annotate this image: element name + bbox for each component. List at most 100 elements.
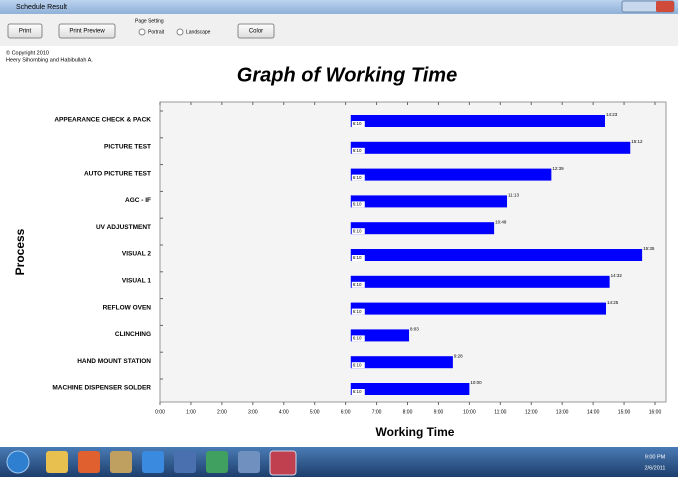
start-value-label: 6:10 (353, 255, 362, 260)
start-value-label: 6:10 (353, 282, 362, 287)
chart-title: Graph of Working Time (237, 64, 457, 86)
x-tick-label: 5:00 (310, 409, 320, 415)
taskbar-icon[interactable] (142, 451, 164, 473)
copyright-line1: © Copyright 2010 (6, 49, 49, 56)
end-value-label: 10:48 (495, 219, 507, 224)
bar (350, 275, 610, 288)
x-tick-label: 6:00 (341, 409, 351, 415)
taskbar-icon[interactable] (206, 451, 228, 473)
start-label-bg (351, 201, 365, 208)
title-bar (0, 0, 678, 14)
bar (350, 356, 453, 369)
x-tick-label: 0:00 (155, 409, 165, 415)
taskbar-icon[interactable] (78, 451, 100, 473)
taskbar-icon[interactable] (46, 451, 68, 473)
close-button[interactable] (656, 1, 674, 12)
start-label-bg (351, 255, 365, 261)
bar (350, 249, 643, 261)
print-preview-label: Print Preview (69, 29, 105, 35)
end-value-label: 10:00 (470, 380, 482, 385)
bar (350, 168, 552, 181)
color-label: Color (249, 29, 263, 35)
start-value-label: 6:10 (353, 175, 362, 180)
x-tick-label: 9:00 (434, 409, 444, 415)
start-label-bg (351, 121, 365, 127)
y-tick-label: AUTO PICTURE TEST (84, 170, 151, 177)
x-tick-label: 15:00 (618, 409, 631, 415)
x-tick-label: 10:00 (463, 409, 476, 415)
y-axis-label: Process (13, 228, 27, 275)
bar (350, 141, 631, 154)
start-button[interactable] (6, 450, 30, 474)
bar (350, 302, 607, 315)
y-tick-label: REFLOW OVEN (103, 304, 152, 311)
end-value-label: 14:32 (611, 273, 623, 278)
print-preview-button[interactable] (58, 23, 116, 39)
x-tick-label: 3:00 (248, 409, 258, 415)
x-tick-label: 11:00 (494, 409, 506, 415)
taskbar-icon[interactable] (110, 451, 132, 473)
landscape-radio[interactable] (176, 28, 184, 36)
y-tick-label: AGC - IF (125, 197, 151, 204)
landscape-label: Landscape (186, 29, 211, 35)
end-value-label: 15:12 (631, 139, 643, 144)
x-tick-label: 16:00 (649, 409, 662, 415)
window-title: Schedule Result (16, 4, 67, 11)
print-label: Print (19, 29, 32, 35)
bar (350, 383, 470, 395)
y-tick-label: VISUAL 2 (122, 251, 152, 258)
bar (350, 222, 495, 235)
start-label-bg (351, 174, 365, 181)
x-tick-label: 2:00 (217, 409, 227, 415)
start-value-label: 6:10 (353, 148, 362, 153)
y-tick-label: APPEARANCE CHECK & PACK (54, 117, 151, 124)
color-button[interactable] (237, 23, 275, 39)
start-value-label: 6:10 (353, 336, 362, 341)
x-tick-label: 12:00 (525, 409, 538, 415)
page-setting-label: Page Setting (135, 18, 164, 24)
clock-time: 9:00 PM (645, 454, 666, 460)
x-axis-label: Working Time (376, 425, 455, 439)
y-tick-label: PICTURE TEST (104, 144, 151, 151)
start-value-label: 6:10 (353, 202, 362, 207)
start-label-bg (351, 147, 365, 154)
x-tick-label: 7:00 (372, 409, 382, 415)
portrait-radio[interactable] (138, 28, 146, 36)
end-value-label: 14:25 (607, 300, 619, 305)
x-tick-label: 4:00 (279, 409, 289, 415)
y-tick-label: HAND MOUNT STATION (77, 358, 151, 365)
start-value-label: 6:10 (353, 389, 362, 394)
bar (350, 195, 508, 208)
start-label-bg (351, 389, 365, 395)
taskbar-icon-active[interactable] (269, 450, 297, 476)
end-value-label: 15:35 (643, 246, 655, 251)
y-tick-label: CLINCHING (115, 331, 151, 338)
print-button[interactable] (7, 23, 43, 39)
start-label-bg (351, 281, 365, 288)
end-value-label: 11:13 (508, 193, 519, 198)
bar (350, 115, 605, 127)
bar (350, 329, 410, 342)
clock-date: 2/6/2011 (644, 465, 665, 471)
x-tick-label: 13:00 (556, 409, 569, 415)
start-label-bg (351, 362, 365, 369)
plot: 0:00 1:00 2:00 3:00 4:00 5:00 6:00 7:00 8:00 9:00… (52, 102, 661, 415)
taskbar-icon[interactable] (174, 451, 196, 473)
portrait-label: Portrait (148, 29, 165, 35)
start-label-bg (351, 228, 365, 235)
y-tick-label: UV ADJUSTMENT (96, 224, 151, 231)
taskbar (0, 447, 678, 477)
start-value-label: 6:10 (353, 309, 362, 314)
start-value-label: 6:10 (353, 121, 362, 126)
end-value-label: 12:39 (552, 166, 564, 171)
y-tick-label: VISUAL 1 (122, 278, 152, 285)
end-value-label: 8:03 (410, 327, 419, 332)
copyright-line2: Heery Sihombing and Habibullah A. (6, 57, 93, 63)
start-label-bg (351, 335, 365, 342)
y-tick-label: MACHINE DISPENSER SOLDER (52, 385, 151, 392)
start-value-label: 6:10 (353, 362, 362, 367)
taskbar-icon[interactable] (238, 451, 260, 473)
end-value-label: 9:28 (454, 353, 463, 358)
